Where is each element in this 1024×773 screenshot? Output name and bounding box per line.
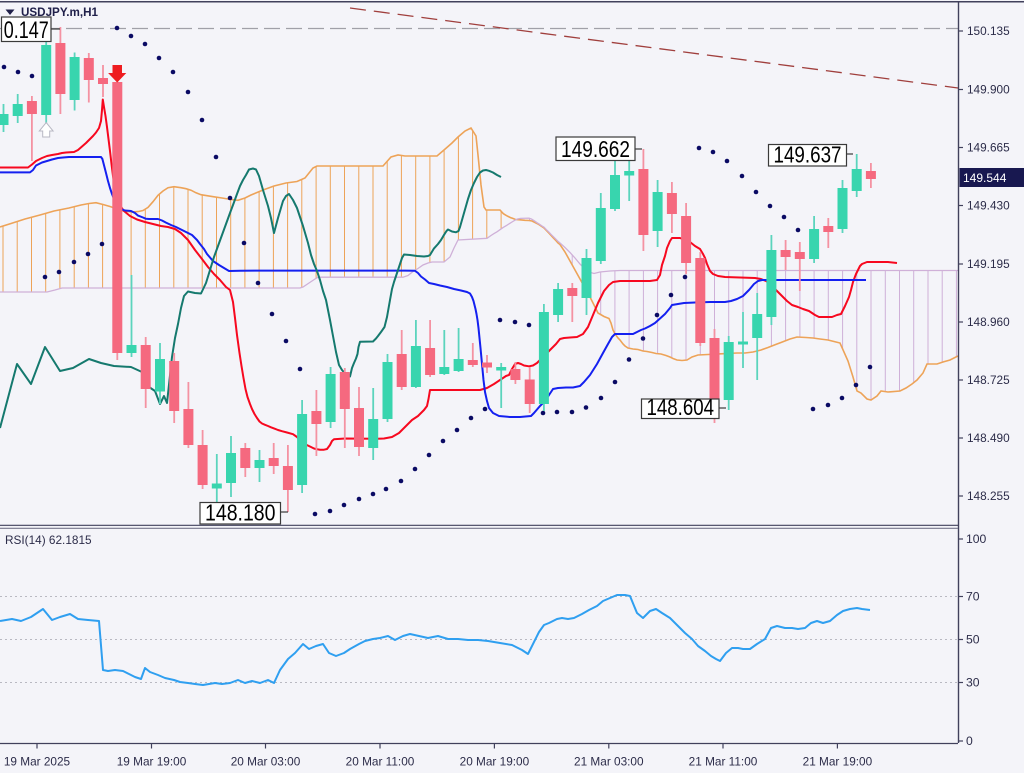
svg-text:19 Mar 19:00: 19 Mar 19:00 bbox=[117, 755, 187, 769]
svg-text:21 Mar 19:00: 21 Mar 19:00 bbox=[803, 755, 873, 769]
svg-text:50: 50 bbox=[966, 633, 980, 647]
svg-text:RSI(14) 62.1815: RSI(14) 62.1815 bbox=[5, 533, 92, 547]
svg-text:149.665: 149.665 bbox=[967, 141, 1010, 155]
svg-text:20 Mar 03:00: 20 Mar 03:00 bbox=[231, 755, 301, 769]
svg-text:100: 100 bbox=[966, 532, 987, 546]
svg-text:150.135: 150.135 bbox=[967, 24, 1010, 38]
svg-text:0.147: 0.147 bbox=[4, 18, 49, 44]
svg-text:70: 70 bbox=[966, 590, 980, 604]
svg-text:20 Mar 11:00: 20 Mar 11:00 bbox=[346, 755, 415, 769]
svg-text:20 Mar 19:00: 20 Mar 19:00 bbox=[460, 755, 530, 769]
svg-text:148.490: 148.490 bbox=[967, 431, 1010, 445]
svg-text:148.180: 148.180 bbox=[205, 500, 276, 526]
svg-text:149.430: 149.430 bbox=[967, 199, 1010, 213]
svg-text:148.255: 148.255 bbox=[967, 489, 1010, 503]
svg-text:148.960: 148.960 bbox=[967, 315, 1010, 329]
svg-text:19 Mar 2025: 19 Mar 2025 bbox=[4, 755, 71, 769]
svg-text:30: 30 bbox=[966, 676, 980, 690]
svg-text:149.662: 149.662 bbox=[561, 137, 630, 162]
svg-text:0: 0 bbox=[966, 734, 973, 748]
svg-text:21 Mar 11:00: 21 Mar 11:00 bbox=[689, 755, 758, 769]
svg-text:149.637: 149.637 bbox=[774, 143, 842, 168]
svg-text:USDJPY.m,H1: USDJPY.m,H1 bbox=[21, 7, 99, 19]
svg-text:149.195: 149.195 bbox=[967, 257, 1010, 271]
svg-text:148.604: 148.604 bbox=[647, 395, 715, 420]
svg-text:21 Mar 03:00: 21 Mar 03:00 bbox=[574, 755, 644, 769]
svg-text:149.900: 149.900 bbox=[967, 83, 1010, 97]
svg-text:148.725: 148.725 bbox=[967, 373, 1010, 387]
svg-text:149.544: 149.544 bbox=[963, 171, 1007, 185]
